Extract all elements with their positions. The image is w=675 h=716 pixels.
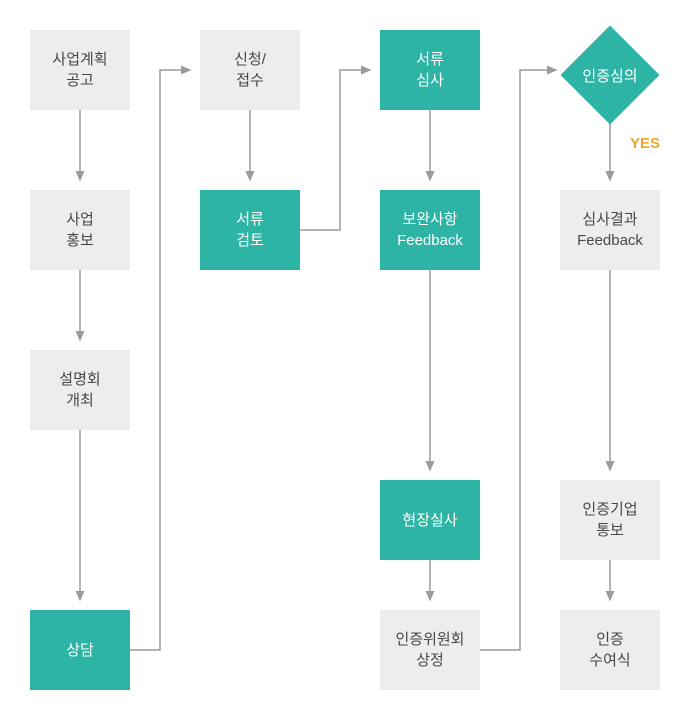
flow-node-n8: 보완사항 Feedback <box>380 190 480 270</box>
flow-node-n9: 현장실사 <box>380 480 480 560</box>
flow-node-n11: 인증심의 <box>560 25 660 125</box>
flow-node-n6: 서류 검토 <box>200 190 300 270</box>
flow-node-label: 인증심의 <box>582 65 637 86</box>
flow-edge-3 <box>130 70 190 650</box>
flow-node-n7: 서류 심사 <box>380 30 480 110</box>
flow-node-n14: 인증 수여식 <box>560 610 660 690</box>
flow-node-n5: 신청/ 접수 <box>200 30 300 110</box>
flow-node-n13: 인증기업 통보 <box>560 480 660 560</box>
flow-node-n12: 심사결과 Feedback <box>560 190 660 270</box>
flow-node-n2: 사업 홍보 <box>30 190 130 270</box>
flow-node-n4: 상담 <box>30 610 130 690</box>
flow-edge-9 <box>480 70 556 650</box>
flow-edge-5 <box>300 70 370 230</box>
decision-yes-label: YES <box>630 135 660 152</box>
flow-node-n3: 설명회 개최 <box>30 350 130 430</box>
flow-node-n10: 인증위원회 상정 <box>380 610 480 690</box>
flow-node-n1: 사업계획 공고 <box>30 30 130 110</box>
